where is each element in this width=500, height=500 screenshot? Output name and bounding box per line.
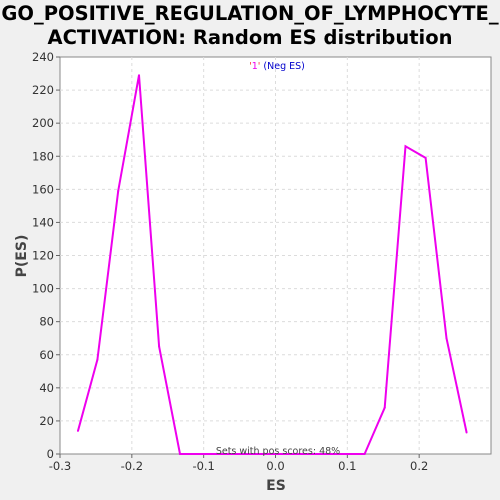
y-tick-label: 20 bbox=[39, 414, 54, 428]
series-line bbox=[77, 75, 468, 455]
x-axis-label: ES bbox=[266, 478, 286, 494]
y-tick-label: 180 bbox=[32, 149, 54, 163]
series-layer bbox=[76, 74, 468, 455]
legend-suffix: (Neg ES) bbox=[260, 61, 304, 72]
y-tick-label: 100 bbox=[32, 282, 54, 296]
y-tick-label: 0 bbox=[47, 447, 54, 461]
legend-series-label: 1 bbox=[252, 61, 258, 72]
y-tick-label: 200 bbox=[32, 116, 54, 130]
x-tick-label: 0.0 bbox=[266, 459, 284, 473]
x-tick-label: 0.1 bbox=[338, 459, 356, 473]
y-tick-label: 240 bbox=[32, 50, 54, 64]
y-tick-label: 120 bbox=[32, 249, 54, 263]
data-point bbox=[158, 345, 161, 348]
data-point bbox=[76, 429, 79, 432]
data-point bbox=[404, 145, 407, 148]
data-point bbox=[383, 406, 386, 409]
y-tick-label: 80 bbox=[39, 315, 54, 329]
x-tick-label: -0.1 bbox=[192, 459, 214, 473]
y-tick-label: 140 bbox=[32, 215, 54, 229]
y-axis-label: P(ES) bbox=[14, 235, 30, 278]
pos-scores-annotation: Sets with pos scores: 48% bbox=[216, 446, 340, 457]
grid-lines bbox=[60, 57, 491, 454]
data-point bbox=[117, 189, 120, 192]
x-tick-label: -0.3 bbox=[49, 459, 71, 473]
data-point bbox=[445, 337, 448, 340]
legend: '1' (Neg ES) bbox=[249, 61, 305, 72]
x-tick-label: 0.2 bbox=[410, 459, 428, 473]
data-point bbox=[424, 156, 427, 159]
y-tick-label: 220 bbox=[32, 83, 54, 97]
chart-title: GO_POSITIVE_REGULATION_OF_LYMPHOCYTE_ AC… bbox=[0, 2, 500, 50]
x-tick-label: -0.2 bbox=[121, 459, 143, 473]
axes: 0 20 40 60 80 100 120 140 160 180 200 220 240 -0.3 -0.… bbox=[32, 50, 428, 473]
y-tick-label: 160 bbox=[32, 182, 54, 196]
y-tick-label: 40 bbox=[39, 381, 54, 395]
data-point bbox=[363, 453, 366, 455]
y-tick-label: 60 bbox=[39, 348, 54, 362]
chart-title-line-1: GO_POSITIVE_REGULATION_OF_LYMPHOCYTE_ bbox=[1, 2, 499, 25]
legend-quote-close: ' bbox=[258, 61, 261, 72]
legend-quote-open: ' bbox=[249, 61, 252, 72]
data-point bbox=[178, 453, 181, 455]
data-point bbox=[96, 358, 99, 361]
chart-title-line-2: ACTIVATION: Random ES distribution bbox=[47, 26, 453, 49]
data-point bbox=[138, 74, 141, 77]
data-point bbox=[465, 431, 468, 434]
